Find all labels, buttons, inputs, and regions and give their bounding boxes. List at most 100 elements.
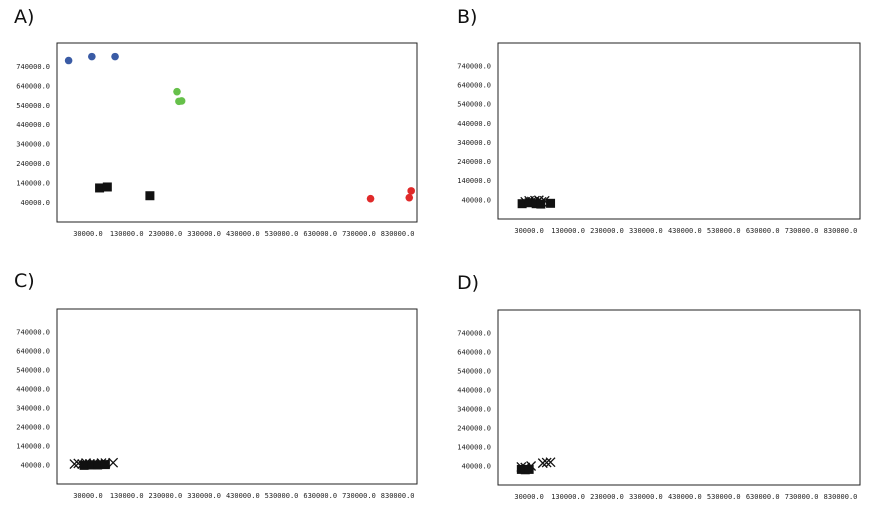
panel-a-y-tick-7: 740000.0 xyxy=(16,63,50,71)
panel-d-series-1-point-2 xyxy=(524,464,534,474)
panel-a-y-tick-5: 540000.0 xyxy=(16,102,50,110)
panel-b-series-1-point-4 xyxy=(546,198,556,208)
panel-a-x-tick-5: 530000.0 xyxy=(265,230,299,238)
panel-a-series-0-point-2 xyxy=(111,52,119,61)
panel-a-series-3-point-0 xyxy=(366,194,375,203)
panel-c-label: C) xyxy=(14,270,35,292)
panel-d-x-tick-7: 730000.0 xyxy=(785,493,819,501)
panel-c-x-tick-4: 430000.0 xyxy=(226,492,260,500)
panel-d-y-tick-1: 140000.0 xyxy=(457,443,491,451)
panel-d-x-tick-4: 430000.0 xyxy=(668,493,702,501)
panel-b-series-1-point-1 xyxy=(524,198,534,208)
panel-b-x-tick-1: 130000.0 xyxy=(551,227,585,235)
panel-a-x-tick-3: 330000.0 xyxy=(187,230,221,238)
panel-b-y-tick-7: 740000.0 xyxy=(457,62,491,70)
panel-b-x-tick-3: 330000.0 xyxy=(629,227,663,235)
panel-d-x-tick-5: 530000.0 xyxy=(707,493,741,501)
panel-b-plot-frame xyxy=(497,42,861,220)
panel-d-series-0-point-4 xyxy=(541,457,552,468)
panel-b-y-tick-6: 640000.0 xyxy=(457,82,491,90)
panel-a-plot-frame xyxy=(56,42,418,223)
panel-c-y-tick-6: 640000.0 xyxy=(16,347,50,355)
panel-c-x-tick-7: 730000.0 xyxy=(342,492,376,500)
panel-d-x-tick-6: 630000.0 xyxy=(746,493,780,501)
panel-a-series-0-point-1 xyxy=(88,52,96,61)
panel-c-y-tick-5: 540000.0 xyxy=(16,366,50,374)
panel-a-x-tick-7: 730000.0 xyxy=(342,230,376,238)
panel-b-x-tick-5: 530000.0 xyxy=(707,227,741,235)
panel-a-series-2-point-2 xyxy=(145,191,155,201)
panel-a-series-3-point-2 xyxy=(407,187,415,195)
panel-c-series-1-point-1 xyxy=(87,460,97,470)
panel-d-x-tick-2: 230000.0 xyxy=(590,493,624,501)
panel-a-series-1-point-2 xyxy=(177,97,186,105)
panel-c-series-0-point-9 xyxy=(108,457,119,468)
panel-d-plot-frame xyxy=(497,309,861,486)
panel-c-x-tick-5: 530000.0 xyxy=(265,492,299,500)
panel-d-x-tick-0: 30000.0 xyxy=(514,493,544,501)
panel-d-x-tick-1: 130000.0 xyxy=(551,493,585,501)
panel-c-x-tick-3: 330000.0 xyxy=(187,492,221,500)
panel-d-y-tick-5: 540000.0 xyxy=(457,367,491,375)
panel-c-y-tick-3: 340000.0 xyxy=(16,404,50,412)
panel-a-y-tick-0: 40000.0 xyxy=(20,199,50,207)
panel-a-y-tick-4: 440000.0 xyxy=(16,121,50,129)
panel-d-y-tick-3: 340000.0 xyxy=(457,405,491,413)
panel-c-series-1-point-2 xyxy=(93,460,103,470)
panel-a-series-0-point-0 xyxy=(64,56,73,65)
panel-a-y-tick-1: 140000.0 xyxy=(16,180,50,188)
panel-a-series-2-point-0 xyxy=(95,183,105,193)
panel-a-x-tick-4: 430000.0 xyxy=(226,230,260,238)
panel-b-series-1-point-0 xyxy=(517,199,527,209)
panel-b-series-1-point-3 xyxy=(536,199,546,209)
panel-a-x-tick-0: 30000.0 xyxy=(73,230,103,238)
panel-a-x-tick-1: 130000.0 xyxy=(110,230,144,238)
panel-b-x-tick-2: 230000.0 xyxy=(590,227,624,235)
panel-b-x-tick-7: 730000.0 xyxy=(785,227,819,235)
panel-d-y-tick-0: 40000.0 xyxy=(461,462,491,470)
panel-d-x-tick-3: 330000.0 xyxy=(629,493,663,501)
panel-a-x-tick-8: 830000.0 xyxy=(381,230,415,238)
panel-a-x-tick-6: 630000.0 xyxy=(303,230,337,238)
panel-d-y-tick-7: 740000.0 xyxy=(457,329,491,337)
panel-d-series-0-point-5 xyxy=(545,457,556,468)
panel-b-y-tick-1: 140000.0 xyxy=(457,177,491,185)
panel-d-y-tick-4: 440000.0 xyxy=(457,386,491,394)
panel-c-x-tick-2: 230000.0 xyxy=(149,492,183,500)
panel-b-y-tick-5: 540000.0 xyxy=(457,101,491,109)
panel-c-y-tick-7: 740000.0 xyxy=(16,328,50,336)
panel-d-y-tick-6: 640000.0 xyxy=(457,348,491,356)
panel-b-x-tick-6: 630000.0 xyxy=(746,227,780,235)
panel-a-y-tick-6: 640000.0 xyxy=(16,82,50,90)
panel-c-series-1-point-3 xyxy=(100,460,110,470)
panel-a-x-tick-2: 230000.0 xyxy=(149,230,183,238)
panel-b-y-tick-3: 340000.0 xyxy=(457,139,491,147)
panel-a-series-3-point-1 xyxy=(405,193,414,202)
panel-b-x-tick-0: 30000.0 xyxy=(514,227,544,235)
panel-c-plot-frame xyxy=(56,308,418,485)
panel-b-series-1-point-2 xyxy=(531,199,541,209)
panel-c-x-tick-8: 830000.0 xyxy=(381,492,415,500)
panel-b-y-tick-0: 40000.0 xyxy=(461,196,491,204)
panel-d-x-tick-8: 830000.0 xyxy=(824,493,858,501)
panel-b-label: B) xyxy=(457,6,478,28)
panel-c-series-1-point-0 xyxy=(79,460,89,470)
panel-a-y-tick-3: 340000.0 xyxy=(16,141,50,149)
panel-c-series-0-point-0 xyxy=(69,459,80,469)
panel-d-label: D) xyxy=(457,272,480,294)
panel-c-y-tick-4: 440000.0 xyxy=(16,385,50,393)
panel-a-series-1-point-0 xyxy=(173,87,181,96)
panel-b-y-tick-4: 440000.0 xyxy=(457,120,491,128)
panel-c-x-tick-6: 630000.0 xyxy=(303,492,337,500)
panel-a-label: A) xyxy=(14,6,35,28)
panel-c-y-tick-2: 240000.0 xyxy=(16,423,50,431)
panel-b-x-tick-8: 830000.0 xyxy=(824,227,858,235)
panel-c-x-tick-0: 30000.0 xyxy=(73,492,103,500)
panel-c-x-tick-1: 130000.0 xyxy=(110,492,144,500)
panel-c-y-tick-0: 40000.0 xyxy=(20,461,50,469)
panel-a-y-tick-2: 240000.0 xyxy=(16,160,50,168)
panel-d-y-tick-2: 240000.0 xyxy=(457,424,491,432)
panel-b-y-tick-2: 240000.0 xyxy=(457,158,491,166)
panel-c-y-tick-1: 140000.0 xyxy=(16,442,50,450)
